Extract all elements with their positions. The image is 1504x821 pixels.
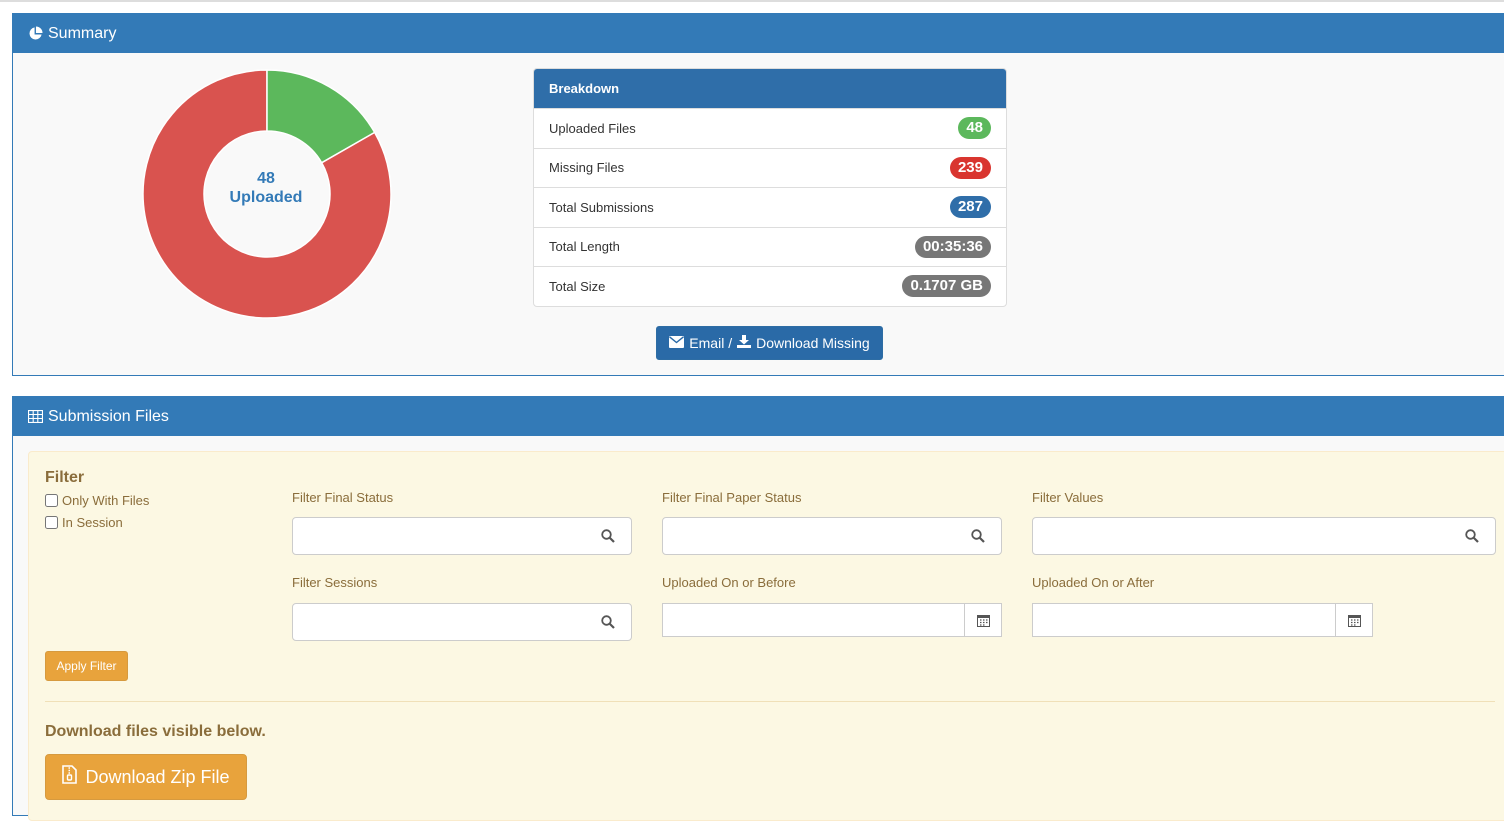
download-note: Download files visible below. <box>45 723 266 740</box>
calendar-icon[interactable] <box>1335 604 1372 636</box>
email-download-missing-button[interactable]: Email / Download Missing <box>656 326 883 360</box>
values-label: Filter Values <box>1032 490 1104 505</box>
breakdown-row-size: Total Size 0.1707 GB <box>534 266 1006 306</box>
submissions-badge: 287 <box>949 196 991 219</box>
table-icon <box>28 410 43 423</box>
donut-uploaded-count: 48 <box>257 170 275 187</box>
breakdown-label: Total Length <box>549 239 620 255</box>
final-paper-status-input[interactable] <box>662 517 1002 555</box>
filter-title: Filter <box>45 469 85 486</box>
apply-filter-button[interactable]: Apply Filter <box>45 651 128 681</box>
uploaded-after-label: Uploaded On or After <box>1032 575 1155 590</box>
breakdown-row-submissions: Total Submissions 287 <box>534 187 1006 227</box>
length-badge: 00:35:36 <box>914 235 991 258</box>
donut-slice-missing <box>142 69 392 319</box>
breakdown-list: Breakdown Uploaded Files 48 Missing File… <box>533 68 1007 307</box>
submission-files-title: Submission Files <box>48 407 169 425</box>
submission-files-header: Submission Files <box>13 397 1504 436</box>
final-paper-status-label: Filter Final Paper Status <box>662 490 802 505</box>
breakdown-row-uploaded: Uploaded Files 48 <box>534 108 1006 148</box>
uploaded-before-date-input[interactable] <box>662 603 1002 637</box>
breakdown-label: Uploaded Files <box>549 120 636 136</box>
in-session-label: In Session <box>62 515 123 530</box>
summary-header: Summary <box>13 14 1504 53</box>
envelope-icon <box>669 335 685 351</box>
calendar-icon[interactable] <box>964 604 1001 636</box>
zip-file-icon <box>62 765 78 789</box>
uploaded-badge: 48 <box>958 117 991 140</box>
donut-center-label: 48 Uploaded <box>203 169 329 207</box>
summary-title: Summary <box>48 24 117 42</box>
final-status-input[interactable] <box>292 517 632 555</box>
uploaded-donut-chart <box>142 69 392 319</box>
uploaded-before-label: Uploaded On or Before <box>662 575 796 590</box>
search-icon <box>601 615 615 634</box>
size-badge: 0.1707 GB <box>902 275 991 298</box>
download-icon <box>737 335 752 351</box>
only-with-files-option[interactable]: Only With Files <box>45 493 149 508</box>
top-border <box>0 0 1504 2</box>
search-icon <box>971 529 985 548</box>
search-icon <box>1465 529 1479 548</box>
in-session-checkbox[interactable] <box>45 516 58 529</box>
download-zip-label: Download Zip File <box>85 766 230 787</box>
values-input[interactable] <box>1032 517 1496 555</box>
download-zip-button[interactable]: Download Zip File <box>45 754 247 800</box>
sessions-label: Filter Sessions <box>292 575 378 590</box>
download-missing-label: Download Missing <box>756 335 870 351</box>
divider <box>45 701 1495 702</box>
breakdown-row-missing: Missing Files 239 <box>534 147 1006 188</box>
only-with-files-label: Only With Files <box>62 493 150 508</box>
breakdown-row-length: Total Length 00:35:36 <box>534 226 1006 267</box>
donut-slice-uploaded <box>266 69 376 164</box>
breakdown-label: Total Submissions <box>549 199 654 215</box>
pie-chart-icon <box>28 26 43 41</box>
submission-files-panel: Submission Files Filter Only With Files … <box>12 396 1504 821</box>
final-status-label: Filter Final Status <box>292 490 394 505</box>
email-label: Email / <box>689 335 733 351</box>
in-session-option[interactable]: In Session <box>45 515 123 530</box>
only-with-files-checkbox[interactable] <box>45 494 58 507</box>
breakdown-label: Missing Files <box>549 160 625 176</box>
search-icon <box>601 529 615 548</box>
filter-section: Filter Only With Files In Session Filter… <box>28 451 1504 821</box>
missing-badge: 239 <box>949 156 991 179</box>
breakdown-label: Total Size <box>549 278 606 294</box>
breakdown-title: Breakdown <box>534 69 1006 108</box>
sessions-input[interactable] <box>292 603 632 641</box>
donut-uploaded-label: Uploaded <box>229 189 303 206</box>
uploaded-after-date-input[interactable] <box>1032 603 1373 637</box>
summary-panel: Summary 48 Uploaded Breakdown Uploaded F… <box>12 13 1504 376</box>
